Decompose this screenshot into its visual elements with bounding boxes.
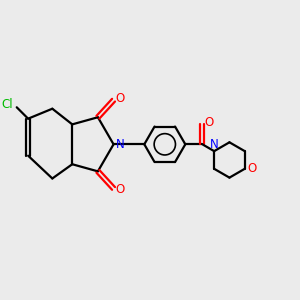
Text: O: O bbox=[204, 116, 213, 129]
Text: Cl: Cl bbox=[1, 98, 13, 111]
Text: N: N bbox=[210, 138, 218, 152]
Text: O: O bbox=[248, 162, 257, 175]
Text: N: N bbox=[116, 138, 124, 151]
Text: O: O bbox=[115, 183, 124, 196]
Text: O: O bbox=[115, 92, 124, 105]
